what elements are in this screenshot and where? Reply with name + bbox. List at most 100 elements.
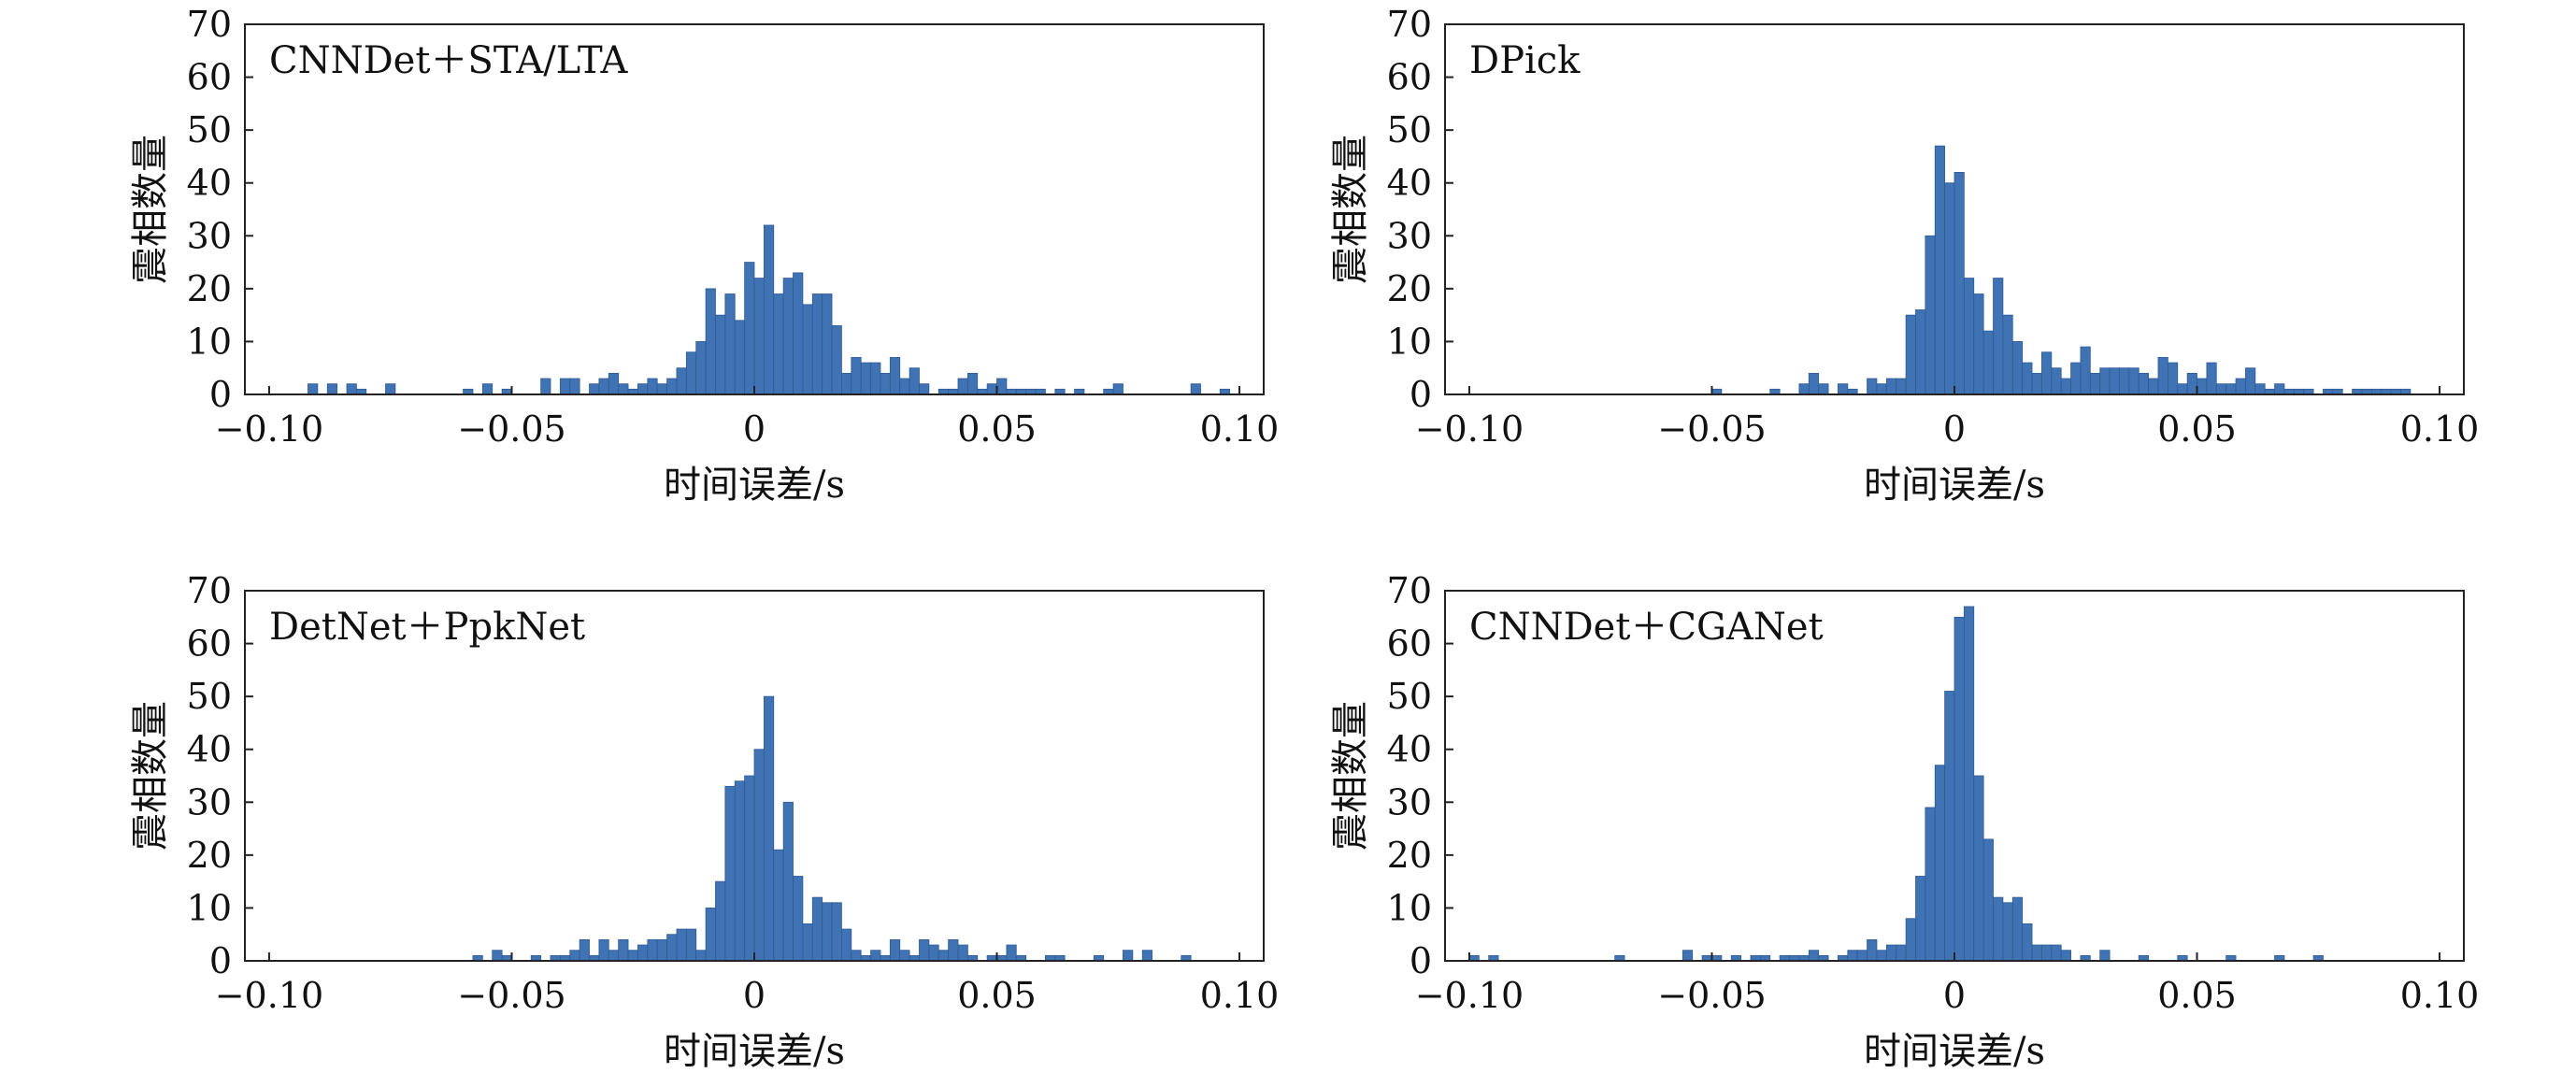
histogram-bar <box>1856 950 1868 962</box>
histogram-bar <box>2197 378 2208 395</box>
histogram-bar <box>996 378 1008 395</box>
histogram-bar <box>2119 367 2130 395</box>
y-tick-label: 0 <box>1410 374 1432 415</box>
y-tick-label: 10 <box>1387 321 1432 362</box>
x-tick-label: −0.05 <box>457 975 565 1016</box>
histogram-bar <box>2051 367 2062 395</box>
histogram-bar <box>1993 278 2004 395</box>
x-tick-label: 0 <box>743 408 766 450</box>
histogram-bar <box>1925 235 1936 395</box>
histogram-bars <box>1711 145 2411 395</box>
y-tick-label: 30 <box>187 781 232 823</box>
histogram-bar <box>2011 341 2024 395</box>
histogram-bar <box>2060 950 2071 962</box>
x-tick-label: 0 <box>743 975 766 1016</box>
x-tick-label: −0.05 <box>457 408 565 450</box>
histogram-bar <box>889 356 901 395</box>
histogram-bar <box>919 383 930 395</box>
histogram-bar <box>559 378 571 395</box>
histogram-bar <box>1963 606 1975 962</box>
histogram-bar <box>851 356 862 395</box>
x-tick-label: 0.10 <box>1200 408 1280 450</box>
histogram-bar <box>734 320 746 395</box>
y-tick-label: 20 <box>1387 268 1432 309</box>
histogram-bar <box>753 749 765 962</box>
panel-label: DetNet＋PpkNet <box>269 606 585 649</box>
y-tick-label: 70 <box>1387 570 1432 611</box>
histogram-bars <box>472 695 1192 962</box>
histogram-bar <box>802 304 813 395</box>
histogram-bar <box>2022 923 2033 962</box>
histogram-bar <box>860 362 871 395</box>
histogram-bar <box>899 950 910 962</box>
chart-panel-1: −0.10 −0.05 0 0.05 0.10 0 10 20 30 40 50 60 70 CNNDet… <box>129 4 1279 507</box>
histogram-bar <box>744 775 755 962</box>
x-tick-label: −0.10 <box>215 408 323 450</box>
histogram-bar <box>2089 372 2101 395</box>
y-axis-title: 震相数量 <box>1329 135 1372 284</box>
histogram-bar <box>2041 944 2053 962</box>
x-tick-label: −0.10 <box>215 975 323 1016</box>
histogram-bar <box>986 383 997 395</box>
histogram-bar <box>647 938 658 962</box>
panel-label: DPick <box>1469 39 1581 82</box>
histogram-bar <box>705 288 716 395</box>
histogram-bar <box>589 383 600 395</box>
histogram-bar <box>1112 383 1123 395</box>
y-tick-label: 0 <box>209 374 232 415</box>
histogram-bar <box>1934 145 1946 395</box>
y-tick-label: 60 <box>187 57 232 98</box>
histogram-bar <box>870 362 881 395</box>
histogram-bar <box>841 928 852 962</box>
histogram-bar <box>1982 838 1994 962</box>
histogram-bar <box>308 383 319 395</box>
histogram-bar <box>2060 378 2071 395</box>
x-tick-label: −0.10 <box>1415 975 1524 1016</box>
y-tick-label: 30 <box>1387 215 1432 256</box>
histogram-bar <box>753 278 765 395</box>
histogram-bar <box>822 902 833 962</box>
histogram-bar <box>1973 775 1984 962</box>
histogram-bar <box>1885 378 1897 395</box>
x-tick-label: 0.05 <box>2157 408 2237 450</box>
histogram-bar <box>608 372 620 395</box>
x-axis-title: 时间误差/s <box>664 464 845 507</box>
histogram-bar <box>851 950 862 962</box>
histogram-bar <box>2157 356 2168 395</box>
panel-label: CNNDet＋CGANet <box>1469 606 1824 649</box>
histogram-bar <box>1867 378 1878 395</box>
histogram-bar <box>1896 944 1907 962</box>
histogram-bar <box>1808 950 1820 962</box>
histogram-bar <box>822 293 833 395</box>
histogram-bar <box>705 908 716 962</box>
histogram-bar <box>685 351 697 395</box>
histogram-bar <box>1915 876 1926 962</box>
histogram-bar <box>880 372 891 395</box>
histogram-bar <box>734 780 746 962</box>
y-tick-label: 60 <box>1387 57 1432 98</box>
histogram-bar <box>608 950 620 962</box>
histogram-bar <box>2177 383 2188 395</box>
y-tick-label: 50 <box>187 109 232 150</box>
histogram-bar <box>773 293 784 395</box>
histogram-bar <box>2186 372 2197 395</box>
histogram-bar <box>2206 362 2217 395</box>
histogram-bar <box>1867 938 1878 962</box>
y-tick-label: 10 <box>187 887 232 928</box>
x-tick-label: 0.10 <box>1200 975 1280 1016</box>
y-tick-label: 30 <box>187 215 232 256</box>
histogram-bar <box>2274 383 2285 395</box>
histogram-bar <box>637 383 649 395</box>
histogram-bar <box>802 923 813 962</box>
histogram-bar <box>1896 378 1907 395</box>
histogram-bar <box>1905 314 1916 395</box>
histogram-bars <box>308 224 1231 395</box>
histogram-bar <box>763 224 775 395</box>
histogram-bar <box>782 801 794 962</box>
histogram-bar <box>492 950 503 962</box>
y-tick-label: 0 <box>209 940 232 981</box>
chart-panel-4: −0.10 −0.05 0 0.05 0.10 0 10 20 30 40 50 60 70 CNNDet… <box>1329 570 2479 1073</box>
histogram-bar <box>1953 616 1965 962</box>
histogram-bar <box>1973 293 1984 395</box>
histogram-bar <box>966 372 979 395</box>
